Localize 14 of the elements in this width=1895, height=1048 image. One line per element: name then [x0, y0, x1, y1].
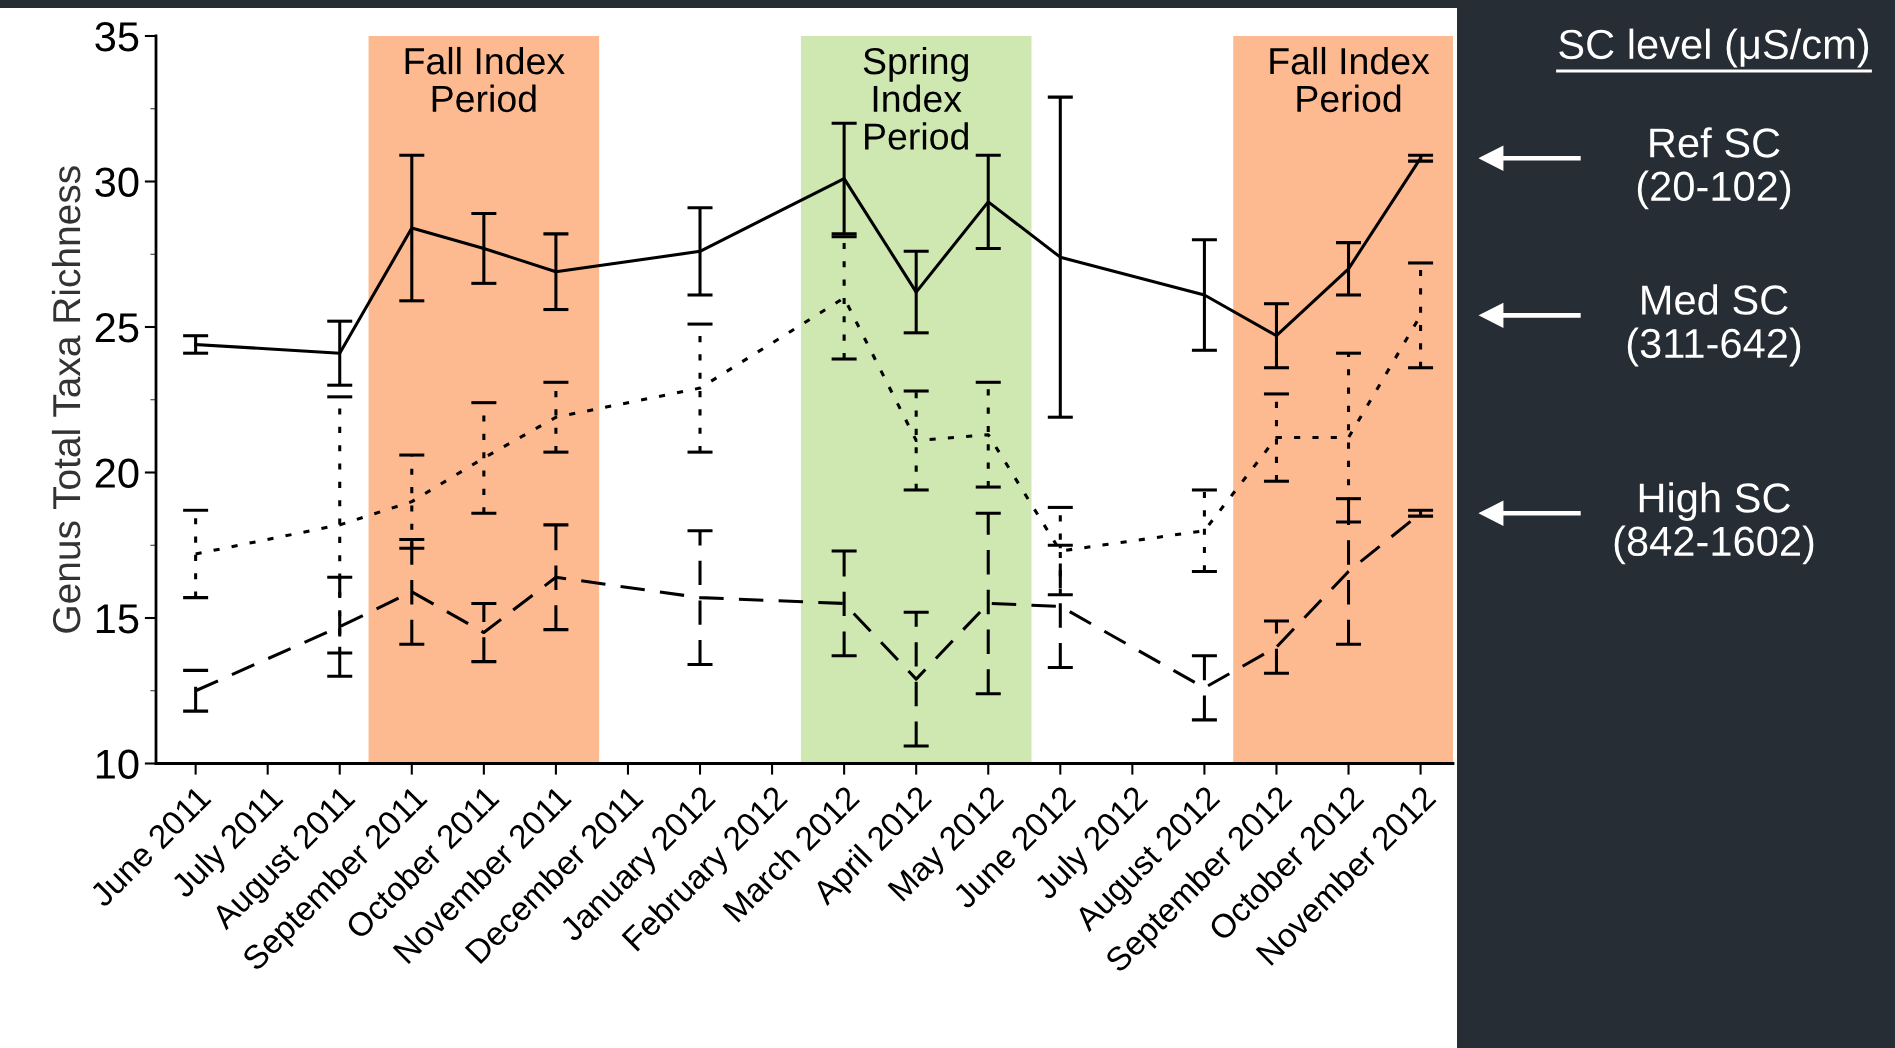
text: Med SC (311-642)	[1627, 284, 1801, 367]
y-tick-label: 15	[96, 604, 139, 634]
y-tick-label: 20	[95, 458, 139, 489]
text: High SC (842-1602)	[1614, 482, 1814, 565]
y-tick-label: 25	[95, 313, 139, 343]
band-label: Fall Index Period	[1270, 46, 1430, 113]
y-axis-title: Genus Total Taxa Richness	[51, 166, 81, 633]
y-tick-label: 35	[95, 22, 139, 52]
band-label: Fall Index Period	[405, 46, 565, 113]
y-tick-label: 30	[95, 167, 139, 198]
y-tick-label: 10	[96, 749, 139, 780]
legend-title: SC level (μS/cm)	[1559, 28, 1869, 68]
band-label: Spring Index Period	[863, 46, 968, 150]
text: Ref SC (20-102)	[1637, 127, 1791, 210]
